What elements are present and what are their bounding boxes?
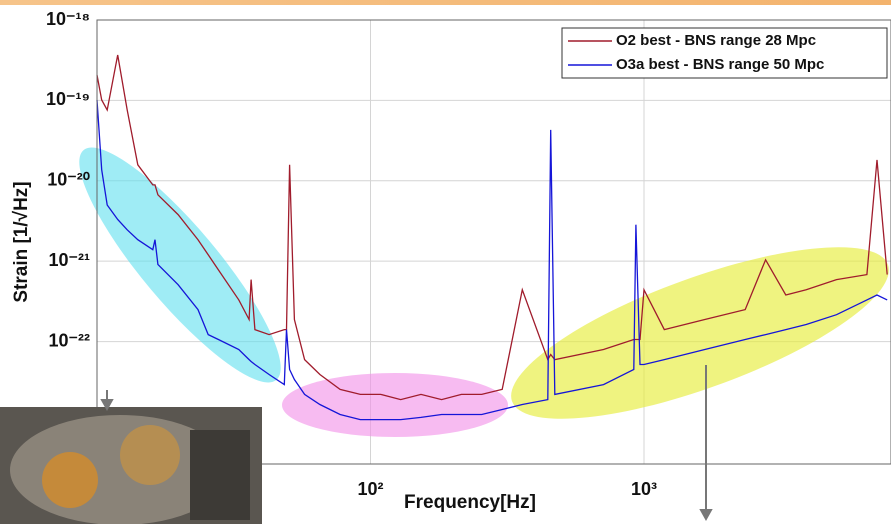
legend: O2 best - BNS range 28 Mpc O3a best - BNS…: [561, 27, 888, 79]
highlight-mid: [282, 373, 508, 437]
series-line: [96, 99, 888, 421]
y-tick-label: 10⁻²¹: [48, 250, 90, 270]
photo-detail: [120, 425, 180, 485]
inset-photo: [0, 407, 262, 524]
legend-label: O2 best - BNS range 28 Mpc: [616, 32, 816, 49]
y-tick-label: 10⁻²⁰: [47, 170, 90, 190]
highlight-low: [79, 147, 281, 383]
legend-label: O3a best - BNS range 50 Mpc: [616, 56, 824, 73]
highlights: [79, 147, 889, 437]
highlight-high: [511, 247, 889, 419]
photo-detail: [42, 452, 98, 508]
y-axis-label: Strain [1/√Hz]: [11, 181, 32, 302]
x-axis-label: Frequency[Hz]: [404, 492, 536, 513]
arrows: [100, 365, 713, 522]
photo-detail: [190, 430, 250, 520]
x-tick-label: 10²: [357, 479, 383, 499]
y-tick-label: 10⁻²²: [48, 330, 90, 350]
y-tick-label: 10⁻¹⁹: [46, 89, 90, 109]
legend-box: [561, 27, 888, 79]
top-band: [0, 0, 891, 5]
x-tick-label: 10³: [631, 479, 657, 499]
plot-frame: [96, 19, 891, 465]
series-line: [96, 54, 888, 401]
arrow-head: [699, 509, 713, 522]
y-tick-label: 10⁻¹⁸: [46, 9, 90, 29]
arrow-head: [100, 399, 114, 412]
